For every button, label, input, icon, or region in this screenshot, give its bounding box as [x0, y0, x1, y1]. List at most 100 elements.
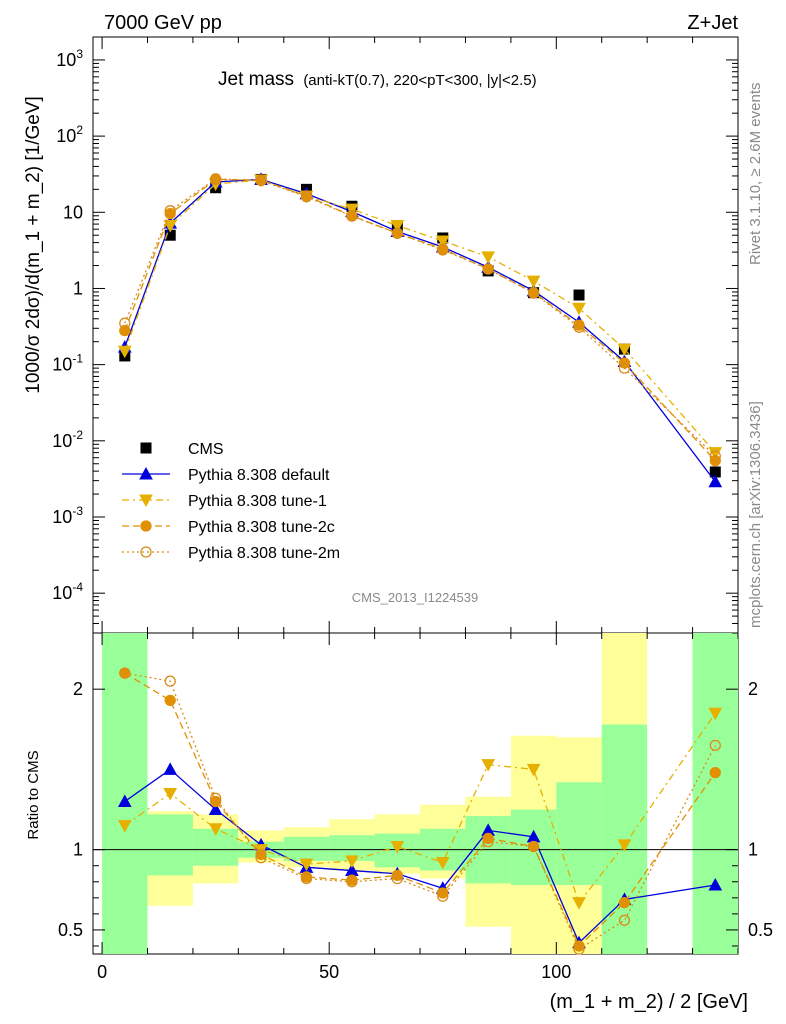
ratio-point-pythia-8-308-tune-1	[572, 897, 586, 910]
ratio-point-pythia-8-308-tune-1	[435, 857, 450, 870]
point-pythia-8-308-tune-2m	[391, 227, 403, 239]
main-panel-frame	[92, 36, 739, 634]
point-pythia-8-308-tune-1	[526, 275, 541, 289]
point-pythia-8-308-default	[708, 474, 723, 488]
ratio-point-pythia-8-308-tune-1	[617, 839, 632, 852]
legend-label-pythia-8-308-tune-2c: Pythia 8.308 tune-2c	[188, 519, 335, 536]
x-axis-label: (m_1 + m_2) / 2 [GeV]	[550, 991, 748, 1013]
point-pythia-8-308-tune-2m	[482, 263, 494, 275]
point-pythia-8-308-tune-1	[435, 235, 450, 249]
y-tick-label: 10-3	[52, 504, 83, 527]
x-tick-label: 0	[97, 962, 107, 982]
point-pythia-8-308-tune-2m	[255, 175, 267, 187]
ratio-point-pythia-8-308-tune-2m	[437, 890, 449, 902]
legend-marker-pythia-8-308-tune-2c	[140, 520, 152, 532]
point-pythia-8-308-tune-1	[708, 447, 723, 460]
ratio-point-pythia-8-308-default	[163, 762, 178, 775]
point-cms	[573, 289, 585, 301]
ratio-point-pythia-8-308-tune-2c	[618, 896, 631, 909]
main-axis-ticks: 10-4 10-3 10-2 10-1 1 10 102 103	[52, 36, 739, 634]
x-tick-label: 100	[541, 962, 571, 982]
y-tick-label: 102	[56, 123, 83, 146]
header-right: Z+Jet	[687, 12, 738, 34]
band-green-10	[556, 782, 602, 885]
y-tick-label: 10-1	[52, 352, 83, 375]
ratio-point-pythia-8-308-tune-2m	[300, 872, 313, 885]
mcplots-label: mcplots.cern.ch [arXiv:1306.3436]	[747, 401, 764, 628]
ratio-point-pythia-8-308-tune-2c	[437, 887, 449, 899]
legend-label-pythia-8-308-tune-1: Pythia 8.308 tune-1	[188, 493, 327, 510]
ratio-point-pythia-8-308-tune-1	[481, 759, 496, 772]
ratio-point-pythia-8-308-tune-2m	[527, 840, 540, 853]
ratio-y-tick-label-left: 2	[73, 679, 83, 699]
point-pythia-8-308-tune-2m	[346, 210, 358, 222]
point-pythia-8-308-tune-1	[617, 343, 632, 357]
ratio-uncertainty-bands	[93, 633, 738, 954]
y-tick-label: 10	[63, 202, 83, 222]
band-green-12	[692, 633, 738, 954]
y-tick-label: 1	[73, 278, 83, 298]
header-left: 7000 GeV pp	[104, 12, 222, 34]
ratio-y-tick-label-right: 0.5	[748, 920, 773, 940]
ratio-series-group	[117, 667, 723, 955]
ratio-point-pythia-8-308-tune-2m	[346, 876, 358, 888]
y-axis-label-main: 1000/σ 2dσ)/d(m_1 + m_2) [1/GeV]	[23, 96, 44, 394]
ratio-point-pythia-8-308-tune-2m	[209, 792, 222, 804]
ratio-point-pythia-8-308-tune-2m	[573, 943, 585, 955]
legend-label-cms: CMS	[188, 441, 224, 458]
legend-label-pythia-8-308-default: Pythia 8.308 default	[188, 467, 330, 484]
y-tick-label: 10-4	[52, 580, 83, 603]
point-pythia-8-308-tune-2m	[618, 362, 631, 374]
ratio-point-pythia-8-308-tune-1	[163, 788, 178, 801]
point-pythia-8-308-tune-1	[390, 220, 405, 233]
plot-title-sub: (anti-kT(0.7), 220<pT<300, |y|<2.5)	[303, 72, 536, 89]
line-pythia-8-308-tune-2c	[124, 178, 716, 462]
ratio-line-pythia-8-308-tune-2m	[124, 672, 716, 951]
ratio-point-pythia-8-308-tune-1	[390, 840, 405, 854]
ratio-point-pythia-8-308-tune-1	[708, 707, 723, 721]
ratio-point-pythia-8-308-tune-2c	[255, 848, 267, 861]
point-pythia-8-308-tune-1	[163, 220, 178, 233]
point-pythia-8-308-tune-2m	[709, 450, 721, 462]
band-green-11	[601, 724, 648, 954]
band-green-4	[283, 836, 330, 861]
ratio-point-pythia-8-308-tune-1	[526, 763, 541, 777]
ratio-y-tick-label-left: 0.5	[58, 920, 83, 940]
ratio-point-pythia-8-308-tune-1	[345, 855, 359, 868]
rivet-label: Rivet 3.1.10, ≥ 2.6M events	[747, 83, 764, 266]
plot-title-main: Jet mass	[218, 69, 294, 90]
legend-marker-cms	[140, 442, 152, 454]
line-pythia-8-308-tune-2m	[124, 178, 716, 457]
x-tick-label: 50	[319, 962, 339, 982]
point-pythia-8-308-tune-1	[481, 251, 496, 264]
point-pythia-8-308-tune-2m	[164, 205, 176, 217]
ratio-point-pythia-8-308-default	[208, 802, 223, 816]
ratio-axis-ticks: 0 50 100 0.5 0.5 1 1 2 2	[58, 633, 773, 982]
ratio-point-pythia-8-308-tune-2m	[391, 872, 403, 885]
main-series-group	[117, 172, 723, 488]
line-pythia-8-308-default	[124, 178, 716, 483]
y-axis-label-ratio: Ratio to CMS	[25, 750, 42, 839]
point-pythia-8-308-tune-2m	[437, 244, 449, 256]
band-green-1	[147, 814, 193, 876]
ratio-y-tick-label-right: 2	[748, 679, 758, 699]
band-green-0	[102, 633, 148, 954]
plot-title: Jet mass (anti-kT(0.7), 220<pT<300, |y|<…	[218, 69, 537, 90]
ratio-point-pythia-8-308-tune-1	[208, 823, 223, 836]
ratio-point-pythia-8-308-tune-1	[299, 858, 314, 872]
ratio-point-pythia-8-308-tune-2m	[618, 914, 631, 926]
ratio-point-pythia-8-308-tune-2c	[709, 766, 721, 779]
point-pythia-8-308-tune-1	[117, 345, 132, 359]
ratio-point-pythia-8-308-tune-2m	[164, 675, 176, 687]
ratio-y-tick-label-left: 1	[73, 840, 83, 860]
line-pythia-8-308-tune-1	[124, 179, 716, 454]
point-pythia-8-308-tune-2m	[119, 317, 131, 329]
ratio-point-pythia-8-308-tune-2c	[391, 869, 403, 882]
point-pythia-8-308-tune-2m	[300, 191, 313, 203]
y-tick-label: 103	[56, 47, 83, 70]
ratio-point-pythia-8-308-tune-2m	[119, 667, 131, 679]
ratio-point-pythia-8-308-tune-2c	[482, 832, 494, 845]
ratio-point-pythia-8-308-default	[117, 794, 132, 808]
point-pythia-8-308-tune-2m	[209, 173, 222, 185]
